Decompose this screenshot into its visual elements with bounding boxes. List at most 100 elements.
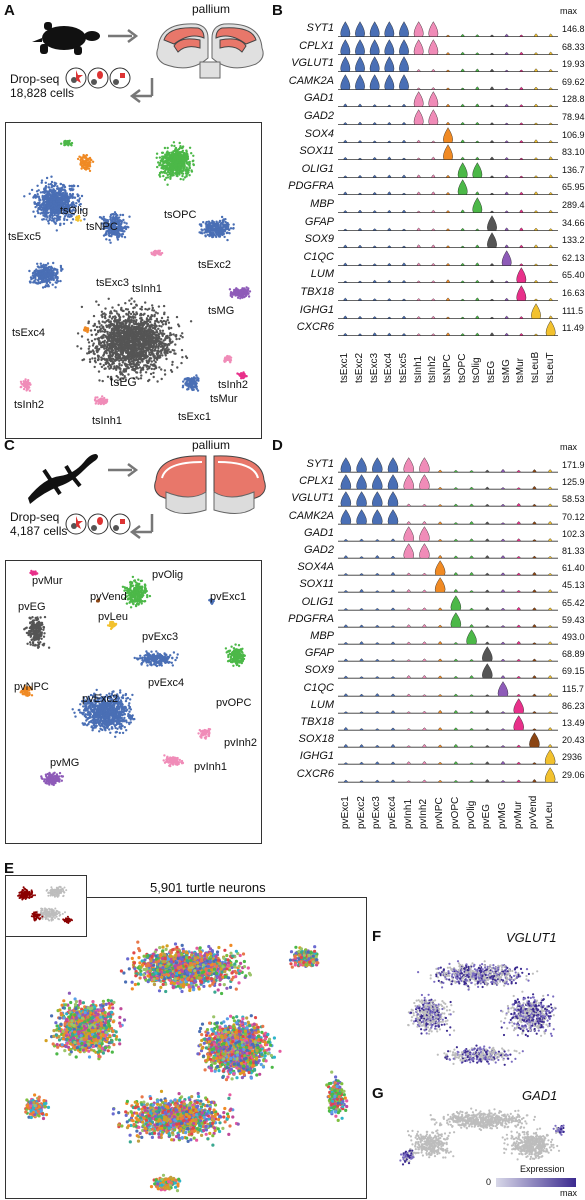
violin-shape	[519, 139, 524, 143]
violin-shape	[501, 711, 505, 714]
violin-shape	[497, 680, 509, 696]
violin-shape	[406, 728, 411, 731]
violin-row	[338, 232, 558, 249]
violin-row	[338, 526, 558, 542]
gene-label: CXCR6	[296, 321, 334, 334]
expr-g-hot-right	[552, 1124, 565, 1136]
violin-shape	[358, 333, 362, 336]
violin-shape	[453, 538, 458, 542]
violin-shape	[431, 209, 436, 213]
violin-shape	[548, 263, 553, 266]
violin-shape	[460, 51, 465, 55]
violin-shape	[416, 333, 421, 336]
violin-shape	[504, 174, 509, 178]
violin-shape	[446, 332, 450, 336]
violin-shape	[490, 332, 494, 336]
violin-shape	[469, 745, 474, 748]
violin-shape	[416, 244, 421, 248]
cluster-axis-label: tsInh1	[412, 355, 424, 383]
violin-shape	[453, 693, 458, 696]
violin-shape	[369, 38, 380, 55]
violin-shape	[469, 520, 474, 524]
droplets-icon	[65, 67, 131, 89]
violin-shape	[356, 508, 367, 524]
violin-shape	[485, 728, 490, 731]
cluster-axis-label: tsMG	[500, 358, 512, 383]
violin-shape	[501, 625, 505, 628]
violin-shape	[343, 538, 348, 542]
max-value: 102.3	[562, 528, 585, 539]
inset-overview-e	[5, 875, 87, 937]
violin-shape	[548, 139, 553, 143]
inset-scatter-e	[17, 885, 73, 924]
violin-shape	[343, 590, 348, 593]
violin-shape	[387, 227, 392, 231]
violin-shape	[469, 623, 474, 628]
violin-shape	[375, 745, 380, 748]
violin-shape	[402, 315, 406, 319]
violin-shape	[534, 210, 538, 213]
max-value: 68.33	[562, 41, 585, 52]
violin-shape	[475, 52, 480, 55]
violin-shape	[516, 469, 521, 473]
violin-row	[338, 144, 558, 161]
violin-shape	[460, 262, 465, 266]
violin-shape	[343, 122, 348, 125]
violin-shape	[413, 21, 424, 37]
cluster-neurons-top	[119, 940, 252, 996]
violin-shape	[544, 766, 556, 782]
violin-shape	[534, 33, 538, 37]
violin-shape	[516, 624, 521, 628]
violin-shape	[413, 38, 424, 55]
violin-shape	[375, 642, 380, 645]
violin-shape	[513, 715, 524, 731]
violin-shape	[548, 209, 553, 213]
cluster-label-c-13: pvInh1	[194, 761, 228, 773]
violin-shape	[428, 21, 439, 37]
cluster-tsnpc	[76, 153, 95, 173]
violin-shape	[516, 659, 521, 662]
violin-shape	[453, 555, 458, 559]
violin-shape	[516, 285, 527, 301]
violin-shape	[501, 607, 505, 610]
violin-shape	[469, 607, 474, 610]
cluster-neurons-east	[325, 1070, 349, 1122]
cluster-tsexc1	[181, 374, 200, 392]
violin-shape	[504, 227, 509, 231]
violin-shape	[359, 538, 364, 542]
violin-shape	[519, 51, 524, 55]
violin-shape	[501, 659, 505, 662]
violin-row	[338, 38, 558, 55]
violin-shape	[343, 676, 348, 679]
max-value: 81.33	[562, 546, 585, 556]
violin-shape	[406, 572, 411, 576]
tsne-scatter-c	[19, 569, 246, 787]
violin-shape	[475, 315, 480, 319]
violin-shape	[516, 520, 521, 524]
cluster-label-a-1: tsNPC	[86, 221, 118, 233]
violin-shape	[532, 710, 537, 714]
max-value: 34.66	[562, 217, 585, 228]
violin-shape	[355, 21, 365, 37]
violin-shape	[490, 69, 494, 72]
violin-shape	[406, 607, 411, 610]
violin-shape	[372, 140, 377, 143]
gene-label: GFAP	[304, 647, 334, 660]
cluster-tsexc2	[198, 215, 235, 242]
violin-shape	[446, 51, 450, 55]
violin-shape	[534, 244, 538, 248]
violin-shape	[403, 457, 414, 473]
expr-g-hot-left	[399, 1149, 415, 1166]
violin-shape	[548, 33, 553, 37]
violin-shape	[532, 658, 537, 662]
violin-shape	[460, 227, 465, 231]
cluster-label-a-13: tsExc1	[178, 411, 212, 423]
violin-shape	[443, 126, 453, 143]
violin-row	[338, 612, 558, 628]
violin-shape	[453, 642, 458, 645]
cluster-axis-label: pvMur	[512, 801, 524, 829]
violin-row	[338, 474, 558, 490]
violin-shape	[501, 504, 505, 507]
violin-row	[338, 646, 558, 662]
violin-row	[338, 698, 558, 714]
